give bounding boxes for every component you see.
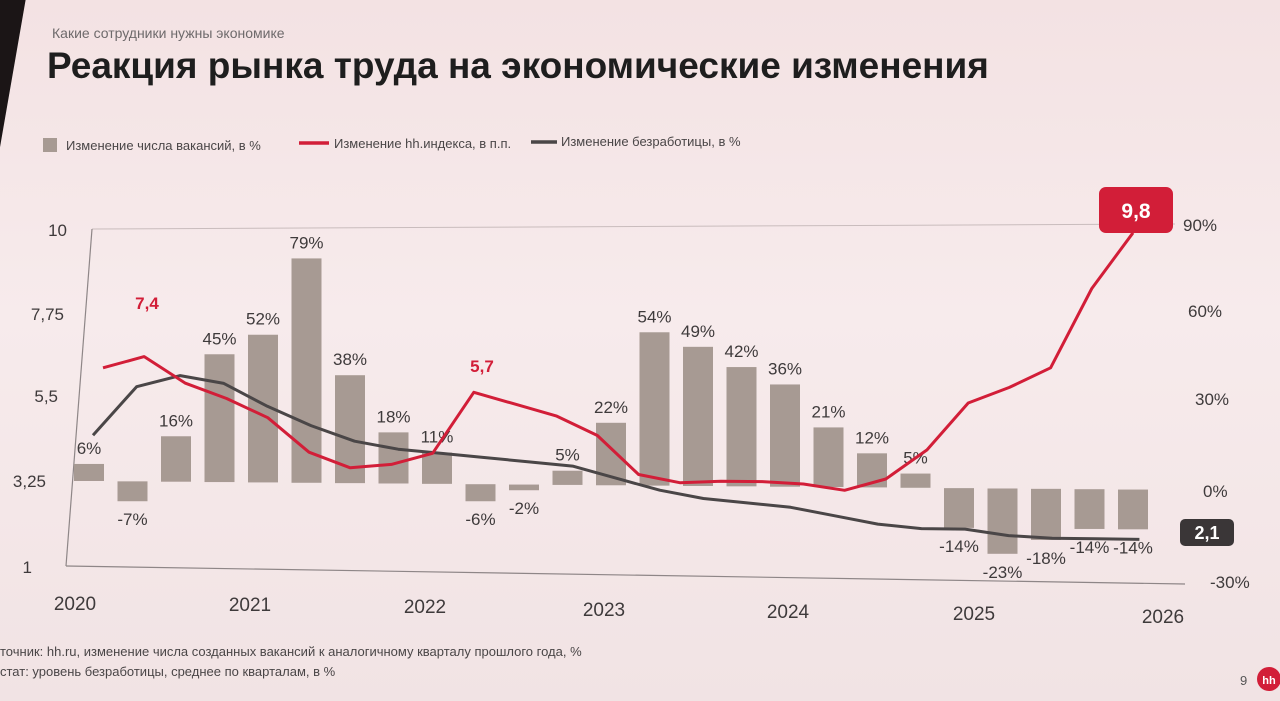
vacancy-bar-label: 5% (555, 446, 580, 465)
vacancy-bar-label: 38% (333, 350, 367, 369)
hh-logo-icon (1257, 667, 1280, 691)
hh-index-last-badge (1099, 187, 1173, 233)
left-tick-1: 1 (23, 558, 32, 577)
vacancy-bar (291, 258, 322, 483)
hh-index-line (102, 231, 1135, 492)
slide-title: Реакция рынка труда на экономические изм… (47, 45, 989, 86)
vacancy-bar-label: 79% (289, 233, 323, 252)
vacancy-bar (465, 484, 496, 502)
vacancy-bar (161, 436, 191, 482)
vacancy-bar (117, 481, 148, 502)
vacancy-bar (900, 473, 931, 488)
vacancy-bar (509, 484, 539, 491)
vacancy-bar-label: 22% (594, 398, 628, 417)
vacancy-bar (422, 452, 452, 484)
vacancy-bar-label: 52% (246, 310, 280, 329)
vacancy-bar-label: -14% (1070, 538, 1110, 557)
vacancy-bar (987, 488, 1018, 554)
source-note-line2: стат: уровень безработицы, среднее по кв… (0, 664, 336, 679)
vacancy-bar (683, 346, 713, 486)
hh-index-peak-label-2020: 7,4 (135, 294, 159, 313)
vacancy-bar (552, 470, 583, 485)
source-note-line1: точник: hh.ru, изменение числа созданных… (0, 644, 582, 659)
legend-swatch-vacancies (43, 138, 57, 152)
vacancy-bar-label: 18% (376, 407, 410, 426)
legend-label-unemployment: Изменение безработицы, в % (561, 134, 741, 149)
vacancy-bar (1118, 489, 1148, 530)
vacancy-bar (813, 427, 844, 488)
vacancy-bar-label: -2% (509, 499, 539, 518)
hh-index-last-value: 9,8 (1121, 200, 1151, 223)
vacancy-bar (770, 384, 800, 487)
vacancy-bar-label: 6% (77, 439, 102, 458)
vacancy-bar-label: -14% (939, 537, 979, 556)
left-axis-line (65, 228, 93, 567)
vacancy-bar (944, 488, 974, 528)
year-label-2024: 2024 (767, 602, 810, 623)
vacancy-bar-label: 45% (202, 329, 236, 348)
year-label-2023: 2023 (583, 600, 625, 621)
vacancy-bar-labels: 6%-7%16%45%52%79%38%18%11%-6%-2%5%22%54%… (77, 233, 1153, 581)
vacancy-bar-label: -7% (117, 510, 147, 529)
vacancy-bar (74, 463, 104, 481)
left-tick-3-25: 3,25 (13, 472, 46, 491)
year-label-2026: 2026 (1142, 607, 1184, 628)
year-label-2021: 2021 (229, 595, 271, 616)
vacancy-bar (726, 367, 757, 487)
vacancy-bar-label: 12% (855, 428, 889, 447)
vacancy-bar (378, 432, 409, 484)
right-tick-30: 30% (1195, 390, 1229, 409)
vacancy-bar (1074, 489, 1105, 529)
vacancy-bar-label: -6% (465, 510, 495, 529)
legend-label-vacancies: Изменение числа вакансий, в % (66, 138, 261, 153)
slide-subtitle: Какие сотрудники нужны экономике (52, 25, 285, 41)
legend-label-hh-index: Изменение hh.индекса, в п.п. (334, 136, 511, 151)
vacancy-bars (74, 258, 1148, 554)
vacancy-bar (204, 354, 235, 483)
hh-logo-text: hh (1262, 675, 1276, 687)
vacancy-bar (639, 332, 670, 486)
unemployment-last-value: 2,1 (1194, 523, 1219, 543)
left-tick-10: 10 (48, 221, 67, 240)
vacancy-bar-label: 16% (159, 411, 193, 430)
right-tick-minus-30: -30% (1210, 573, 1250, 592)
year-label-2020: 2020 (54, 594, 96, 615)
vacancy-bar-label: -18% (1026, 549, 1066, 568)
vacancy-bar-label: 42% (724, 342, 758, 361)
vacancy-bar-label: 36% (768, 359, 802, 378)
vacancy-bar-label: 21% (811, 402, 845, 421)
right-tick-90: 90% (1183, 216, 1217, 235)
left-tick-7-75: 7,75 (31, 305, 64, 324)
left-tick-5-5: 5,5 (34, 387, 58, 406)
right-tick-60: 60% (1188, 302, 1222, 321)
vacancy-bar-label: -14% (1113, 538, 1153, 557)
year-label-2025: 2025 (953, 604, 995, 625)
right-tick-0: 0% (1203, 482, 1228, 501)
vacancy-bar (1031, 488, 1061, 540)
unemployment-last-badge (1180, 519, 1234, 546)
page-number: 9 (1240, 673, 1247, 688)
hh-index-peak-label-2022: 5,7 (470, 357, 494, 376)
year-label-2022: 2022 (404, 597, 446, 618)
vacancy-bar-label: 54% (637, 307, 671, 326)
vacancy-bar-label: 49% (681, 322, 715, 341)
unemployment-line (91, 374, 1140, 541)
vacancy-bar-label: -23% (983, 563, 1023, 582)
plot-top-line (91, 223, 1176, 230)
series-lines (91, 231, 1140, 541)
x-axis-baseline (65, 565, 1186, 585)
